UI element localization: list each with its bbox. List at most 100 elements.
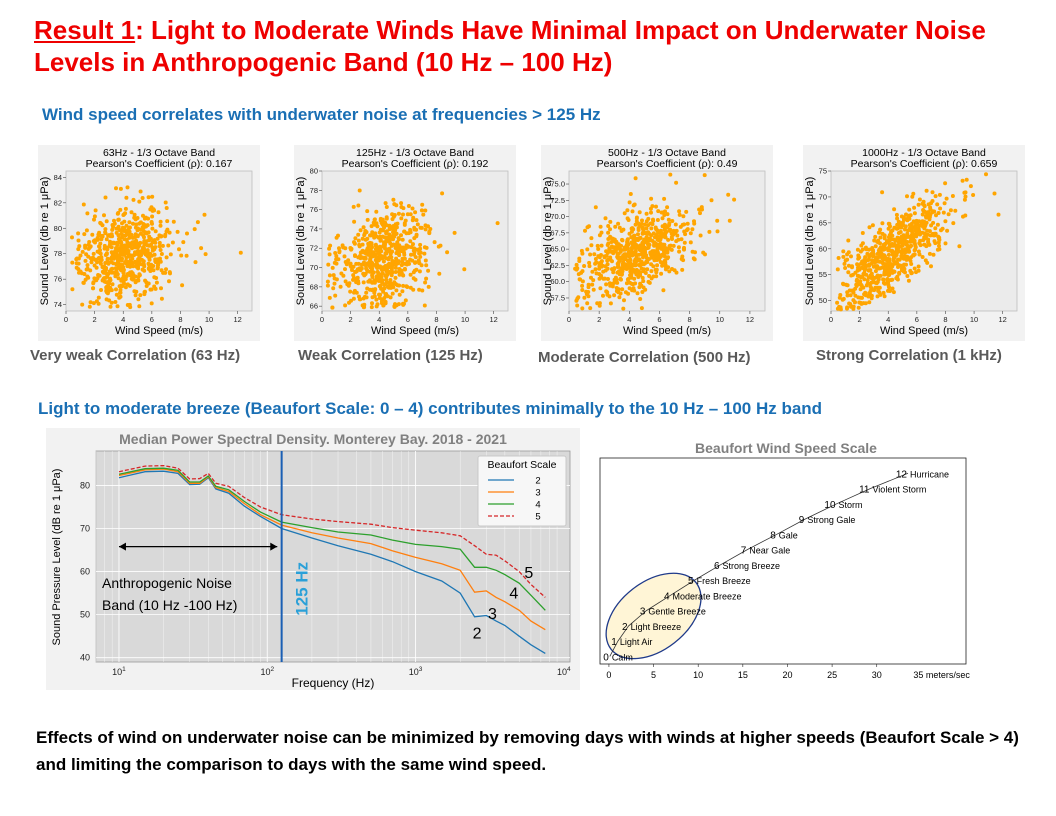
scatter-point — [633, 252, 638, 257]
scatter-point — [102, 270, 107, 275]
scatter-point — [929, 223, 934, 228]
x-tick-label: 104 — [557, 666, 571, 677]
scatter-point — [849, 254, 853, 259]
scatter-point — [914, 226, 919, 231]
scatter-point — [417, 287, 422, 292]
scatter-point — [382, 286, 387, 291]
scatter-point — [411, 215, 416, 220]
chart-title: Beaufort Wind Speed Scale — [695, 440, 877, 456]
scatter-point — [383, 251, 388, 256]
scatter-point — [138, 189, 143, 194]
scatter-point — [640, 275, 645, 280]
scatter-point — [384, 215, 389, 220]
scatter-point — [142, 240, 146, 245]
scatter-point — [411, 242, 415, 247]
scatter-point — [80, 302, 85, 307]
scatter-point — [126, 228, 131, 233]
scatter-point — [608, 219, 613, 224]
psd-panel: Median Power Spectral Density. Monterey … — [46, 428, 580, 690]
scatter-point — [334, 254, 339, 258]
scatter-point — [660, 216, 665, 221]
x-axis-label: Wind Speed (m/s) — [371, 325, 459, 337]
scatter-point — [630, 245, 635, 250]
scatter-point — [356, 261, 361, 266]
scatter-point — [365, 209, 370, 214]
scatter-point — [901, 223, 905, 228]
scatter-point — [611, 270, 616, 275]
scatter-point — [141, 222, 146, 226]
scatter-point — [384, 292, 389, 296]
series-line-3 — [118, 468, 546, 631]
scatter-point — [377, 230, 382, 235]
y-tick-label: 80 — [80, 480, 90, 490]
scatter-point — [184, 253, 189, 258]
scatter-point — [384, 264, 389, 269]
scatter-point — [878, 235, 883, 240]
scatter-point — [858, 300, 863, 305]
scatter-point — [167, 279, 171, 284]
scatter-point — [602, 276, 607, 281]
y-tick-label: 66 — [310, 302, 318, 311]
scatter-point — [397, 267, 402, 271]
scatter-point — [886, 283, 891, 288]
scatter-point — [410, 206, 415, 211]
scatter-point — [87, 304, 92, 309]
scatter-point — [333, 251, 338, 255]
scatter-point — [580, 251, 585, 256]
scatter-point — [858, 287, 863, 292]
y-tick-label: 55 — [819, 270, 827, 279]
scatter-point — [158, 248, 163, 252]
beaufort-label: Strong Breeze — [723, 561, 781, 571]
scatter-point — [357, 242, 362, 247]
scatter-point — [905, 194, 909, 199]
scatter-point — [181, 240, 186, 245]
scatter-point — [903, 241, 908, 246]
scatter-point — [392, 280, 397, 285]
scatter-point — [141, 259, 146, 264]
scatter-point — [417, 269, 422, 274]
scatter-point — [83, 243, 88, 248]
scatter-point — [147, 234, 152, 239]
scatter-point — [118, 239, 123, 244]
scatter-point — [390, 225, 395, 230]
scatter-point — [601, 293, 605, 298]
scatter-point — [108, 276, 112, 281]
scatter-point — [625, 265, 630, 270]
scatter-point — [132, 212, 137, 217]
scatter-point — [679, 257, 684, 261]
scatter-point — [580, 279, 585, 284]
scatter-point — [930, 209, 935, 214]
scatter-point — [912, 205, 917, 210]
scatter-point — [82, 232, 87, 237]
scatter-point — [882, 236, 887, 241]
scatter-point — [104, 237, 109, 242]
scatter-point — [154, 280, 159, 285]
scatter-point — [109, 255, 114, 260]
scatter-point — [905, 274, 910, 278]
scatter-point — [927, 217, 932, 222]
scatter-point — [617, 295, 622, 300]
y-tick-label: 67.5 — [550, 228, 565, 237]
scatter-point — [665, 212, 670, 217]
scatter-point — [411, 270, 416, 275]
scatter-point — [674, 180, 679, 185]
caption-500hz: Moderate Correlation (500 Hz) — [538, 349, 751, 366]
scatter-point — [163, 270, 168, 275]
scatter-point — [638, 281, 643, 286]
scatter-point — [351, 204, 356, 209]
x-tick-label: 0 — [64, 315, 68, 324]
scatter-point — [634, 262, 639, 267]
scatter-point — [331, 273, 336, 278]
scatter-point — [921, 199, 926, 204]
scatter-point — [122, 219, 127, 224]
y-tick-label: 60.0 — [550, 277, 565, 286]
scatter-point — [946, 212, 951, 217]
scatter-point — [118, 287, 123, 292]
scatter-point — [935, 247, 940, 252]
scatter-point — [372, 294, 377, 299]
scatter-point — [658, 234, 663, 239]
scatter-point — [585, 301, 590, 306]
scatter-point — [920, 212, 925, 217]
scatter-point — [141, 245, 146, 250]
scatter-point — [586, 290, 591, 294]
